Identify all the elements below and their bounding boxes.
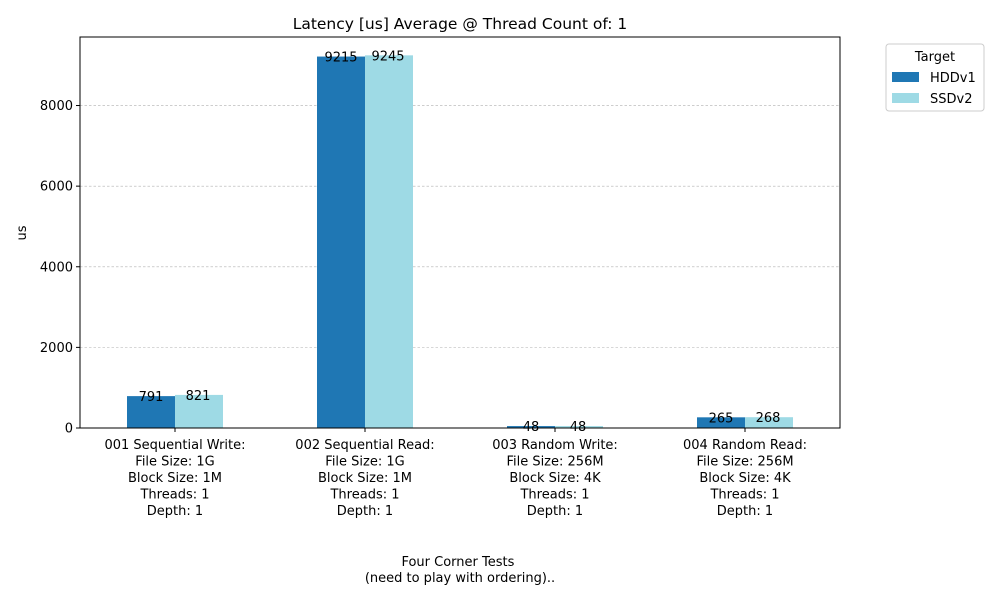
x-tick-label-line: Threads: 1: [709, 488, 779, 503]
y-axis: 0 2000 4000 6000 8000: [40, 99, 80, 437]
legend: Target HDDv1 SSDv2: [885, 43, 985, 112]
data-label: 791: [139, 390, 164, 405]
bar-ssdv2: [745, 417, 793, 428]
x-tick-label-line: 001 Sequential Write:: [104, 438, 245, 453]
x-axis-label: Four Corner Tests (need to play with ord…: [365, 555, 555, 586]
chart-title: Latency [us] Average @ Thread Count of: …: [293, 15, 628, 33]
x-tick-label-line: Block Size: 4K: [699, 471, 791, 486]
y-tick-label: 6000: [40, 180, 73, 195]
x-tick-label: 001 Sequential Write: File Size: 1G Block …: [104, 438, 245, 519]
bar-hddv1: [507, 426, 555, 428]
bars: [127, 55, 793, 429]
x-axis: 001 Sequential Write: File Size: 1G Block …: [104, 428, 807, 519]
bar-ssdv2: [555, 426, 603, 428]
x-tick-label: 002 Sequential Read: File Size: 1G Block S…: [295, 438, 434, 519]
x-tick-label-line: Depth: 1: [147, 504, 203, 519]
bar-ssdv2: [175, 394, 223, 428]
x-tick-label-line: File Size: 1G: [325, 455, 404, 470]
x-axis-label-line-1: Four Corner Tests: [401, 555, 514, 570]
x-tick-label-line: Depth: 1: [527, 504, 583, 519]
y-tick-label: 0: [65, 422, 73, 437]
x-tick-label-line: File Size: 256M: [506, 455, 603, 470]
bar-hddv1: [317, 56, 365, 429]
x-tick-label-line: 003 Random Write:: [492, 438, 618, 453]
bar-hddv1: [697, 417, 745, 428]
data-label: 9215: [324, 51, 357, 66]
y-tick-label: 8000: [40, 99, 73, 114]
y-axis-label: us: [15, 225, 30, 240]
gridlines: [80, 105, 840, 348]
x-tick-label: 004 Random Read: File Size: 256M Block Siz…: [683, 438, 807, 519]
x-tick-label-line: Depth: 1: [337, 504, 393, 519]
bar-ssdv2: [365, 55, 413, 428]
x-tick-label: 003 Random Write: File Size: 256M Block Si…: [492, 438, 618, 519]
x-tick-label-line: Depth: 1: [717, 504, 773, 519]
x-tick-label-line: Threads: 1: [519, 488, 589, 503]
data-label: 265: [709, 411, 734, 426]
x-tick-label-line: Threads: 1: [329, 488, 399, 503]
x-tick-label-line: File Size: 256M: [696, 455, 793, 470]
legend-title: Target: [914, 50, 955, 65]
x-tick-label-line: 002 Sequential Read:: [295, 438, 434, 453]
x-tick-label-line: Block Size: 1M: [318, 471, 412, 486]
data-label: 821: [186, 389, 211, 404]
x-tick-label-line: Block Size: 4K: [509, 471, 601, 486]
legend-swatch-hddv1: [892, 72, 919, 82]
y-tick-label: 4000: [40, 260, 73, 275]
legend-label: HDDv1: [930, 71, 976, 86]
x-tick-label-line: File Size: 1G: [135, 455, 214, 470]
x-tick-label-line: Block Size: 1M: [128, 471, 222, 486]
x-tick-label-line: Threads: 1: [139, 488, 209, 503]
x-tick-label-line: 004 Random Read:: [683, 438, 807, 453]
data-label: 268: [756, 411, 781, 426]
legend-label: SSDv2: [930, 92, 972, 107]
plot-frame: [79, 36, 841, 429]
bar-hddv1: [127, 396, 175, 428]
y-tick-label: 2000: [40, 341, 73, 356]
x-axis-label-line-2: (need to play with ordering)..: [365, 571, 555, 586]
data-label: 9245: [371, 49, 404, 64]
legend-swatch-ssdv2: [892, 93, 919, 103]
